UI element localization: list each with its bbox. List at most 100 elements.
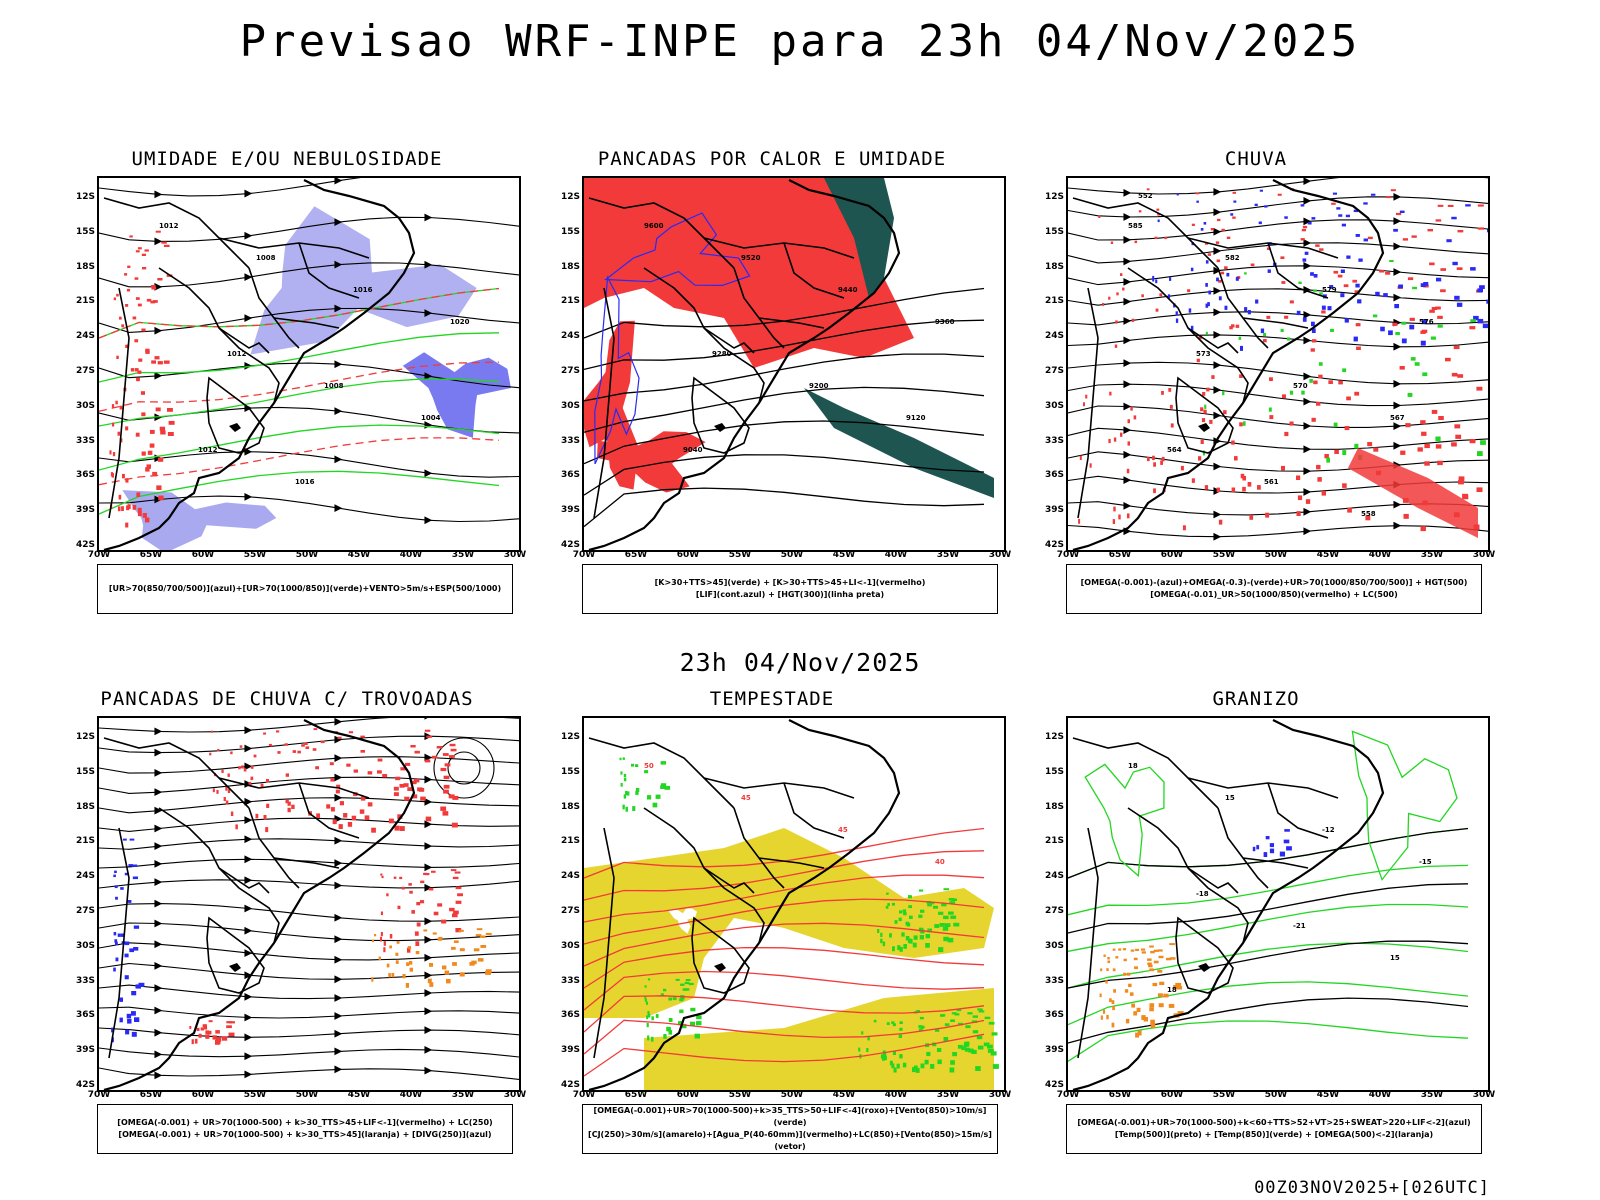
lon-tick-label: 40W bbox=[399, 1090, 423, 1100]
contour-label: 582 bbox=[1225, 254, 1240, 262]
lat-tick-label: 27S bbox=[1044, 906, 1064, 916]
contour-label: 1020 bbox=[450, 318, 470, 326]
lat-tick-label: 36S bbox=[75, 1010, 95, 1021]
lat-tick-label: 39S bbox=[1044, 505, 1064, 516]
lake bbox=[1198, 963, 1210, 972]
contour-label: 1004 bbox=[421, 414, 441, 422]
legend-line: [OMEGA(-0.001)+UR>70(1000-500)+k<60+TTS>… bbox=[1077, 1118, 1471, 1127]
lat-tick-label: 33S bbox=[1044, 435, 1064, 446]
map-svg: 9600 9520 9440 9360 9280 9200 9120 9040 bbox=[584, 178, 994, 550]
lat-tick-label: 24S bbox=[1044, 871, 1064, 882]
lon-tick-label: 40W bbox=[1368, 550, 1392, 560]
panel-title: PANCADAS POR CALOR E UMIDADE bbox=[597, 148, 947, 170]
coastline bbox=[1072, 719, 1385, 1090]
contour-label: 18 bbox=[1128, 762, 1138, 770]
panel-chuva: CHUVA 585 582 579 576 573 570 567 564 561 558 552 12… bbox=[1036, 148, 1506, 628]
lon-tick-label: 45W bbox=[832, 1090, 856, 1100]
hgt-contours bbox=[584, 287, 985, 528]
map-frame: 9600 9520 9440 9360 9280 9200 9120 9040 bbox=[582, 176, 1006, 552]
lat-tick-label: 15S bbox=[560, 226, 580, 237]
convective-area bbox=[824, 178, 894, 298]
water-labels: 50 45 45 40 bbox=[644, 762, 945, 866]
lon-tick-label: 55W bbox=[1212, 550, 1236, 560]
lon-tick-label: 30W bbox=[988, 550, 1012, 560]
lif-contour bbox=[594, 275, 640, 465]
omega-orange bbox=[1099, 943, 1184, 1038]
lat-tick-label: 36S bbox=[75, 470, 95, 481]
contour-label: 9520 bbox=[741, 254, 761, 262]
lat-tick-label: 36S bbox=[1044, 470, 1064, 481]
lat-tick-label: 12S bbox=[560, 192, 580, 202]
temp500-contours bbox=[1068, 827, 1469, 1044]
lat-tick-label: 21S bbox=[75, 836, 95, 847]
contour-label: 567 bbox=[1390, 414, 1405, 422]
lat-tick-label: 15S bbox=[1044, 226, 1064, 237]
contour-label: -12 bbox=[1322, 826, 1335, 834]
state-borders bbox=[1072, 737, 1339, 1059]
lat-tick-label: 24S bbox=[75, 871, 95, 882]
contour-label: 1016 bbox=[353, 286, 373, 294]
lat-tick-label: 30S bbox=[560, 940, 580, 951]
lon-tick-label: 70W bbox=[572, 550, 596, 560]
legend-line: [OMEGA(-0.001) + UR>70(1000-500) + k>30_… bbox=[118, 1130, 492, 1139]
lif-contour bbox=[604, 212, 751, 287]
lat-tick-label: 18S bbox=[1044, 801, 1064, 812]
lat-tick-label: 15S bbox=[75, 226, 95, 237]
lon-tick-label: 30W bbox=[1472, 1090, 1496, 1100]
contour-label: -15 bbox=[1419, 858, 1432, 866]
panel-legend: [K>30+TTS>45](verde) + [K>30+TTS>45+LI<-… bbox=[582, 564, 998, 614]
contour-label: 1008 bbox=[256, 254, 276, 262]
panel-legend: [OMEGA(-0.001)+UR>70(1000-500)+k<60+TTS>… bbox=[1066, 1104, 1482, 1154]
lat-tick-label: 15S bbox=[560, 766, 580, 777]
lat-tick-label: 24S bbox=[75, 331, 95, 342]
coastline bbox=[103, 179, 416, 550]
lon-tick-label: 50W bbox=[295, 1090, 319, 1100]
coastline bbox=[1072, 179, 1385, 550]
lat-tick-label: 42S bbox=[560, 540, 580, 550]
lat-tick-label: 18S bbox=[75, 801, 95, 812]
map-svg: 50 45 45 40 bbox=[584, 719, 999, 1090]
legend-line: [OMEGA(-0.01)_UR>50(1000/850)(vermelho) … bbox=[1150, 590, 1398, 599]
contour-label: 9360 bbox=[935, 318, 955, 326]
contour-label: 585 bbox=[1128, 222, 1143, 230]
unstable-area bbox=[584, 178, 914, 368]
page-title: Previsao WRF-INPE para 23h 04/Nov/2025 bbox=[239, 16, 1361, 67]
lat-tick-label: 12S bbox=[1044, 192, 1064, 202]
lon-tick-label: 70W bbox=[87, 1090, 111, 1100]
storm-red bbox=[189, 1020, 235, 1045]
contour-label: -21 bbox=[1293, 922, 1306, 930]
lat-tick-label: 21S bbox=[560, 296, 580, 307]
streamlines bbox=[1068, 178, 1488, 541]
lon-tick-label: 65W bbox=[1108, 550, 1132, 560]
contour-label: 579 bbox=[1322, 286, 1337, 294]
legend-line: [UR>70(850/700/500)](azul)+[UR>70(1000/8… bbox=[108, 584, 502, 593]
lat-tick-label: 27S bbox=[560, 906, 580, 916]
lon-tick-label: 40W bbox=[884, 550, 908, 560]
lat-tick-label: 42S bbox=[75, 1080, 95, 1090]
lake bbox=[229, 963, 241, 972]
map-frame bbox=[97, 716, 521, 1092]
lat-tick-label: 42S bbox=[1044, 540, 1064, 550]
contour-label: 561 bbox=[1264, 478, 1279, 486]
lat-tick-label: 24S bbox=[1044, 331, 1064, 342]
hgt-labels: 9600 9520 9440 9360 9280 9200 9120 9040 bbox=[644, 222, 955, 454]
lat-tick-label: 18S bbox=[1044, 261, 1064, 272]
lat-tick-label: 30S bbox=[75, 940, 95, 951]
lat-tick-label: 12S bbox=[560, 732, 580, 742]
storm-red bbox=[380, 869, 463, 953]
lat-tick-label: 18S bbox=[75, 261, 95, 272]
lat-tick-label: 12S bbox=[75, 192, 95, 202]
contour-label: 1016 bbox=[295, 478, 315, 486]
wind-green bbox=[619, 757, 671, 812]
lon-tick-label: 45W bbox=[347, 550, 371, 560]
lon-tick-label: 35W bbox=[451, 1090, 475, 1100]
temp850-contour bbox=[1351, 730, 1458, 881]
lat-tick-label: 27S bbox=[1044, 366, 1064, 376]
lake bbox=[714, 423, 726, 432]
lat-tick-label: 36S bbox=[560, 470, 580, 481]
storm-orange bbox=[371, 928, 492, 988]
humidity-core bbox=[402, 352, 511, 438]
contour-label: 9040 bbox=[683, 446, 703, 454]
lon-tick-label: 60W bbox=[191, 550, 215, 560]
panel-legend: [OMEGA(-0.001)-(azul)+OMEGA(-0.3)-(verde… bbox=[1066, 564, 1482, 614]
